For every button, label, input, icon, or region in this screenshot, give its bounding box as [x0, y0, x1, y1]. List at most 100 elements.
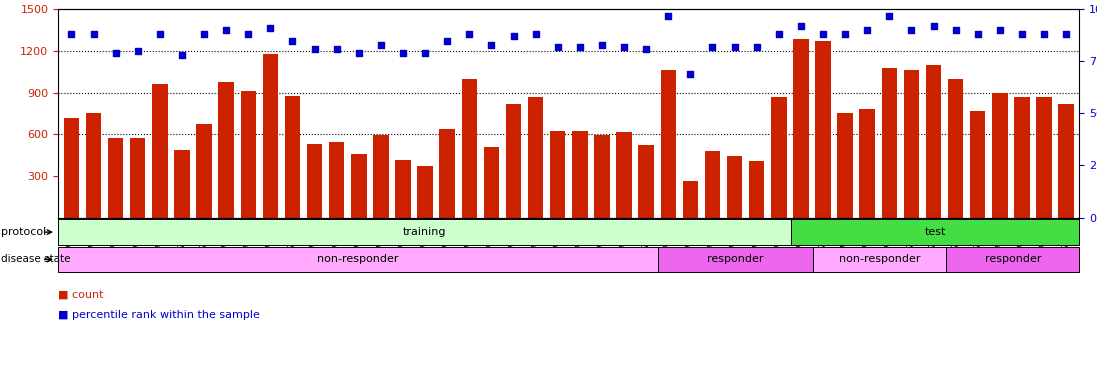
- Point: [483, 42, 500, 48]
- Point: [527, 32, 544, 38]
- Bar: [638, 146, 654, 218]
- Bar: [595, 135, 610, 218]
- Point: [925, 23, 942, 29]
- Bar: [262, 54, 279, 217]
- Point: [969, 32, 986, 38]
- Bar: [58, 219, 791, 245]
- Bar: [837, 113, 852, 218]
- Bar: [395, 160, 410, 218]
- Point: [572, 44, 589, 50]
- Point: [284, 38, 302, 44]
- Bar: [240, 91, 256, 218]
- Point: [1058, 32, 1075, 38]
- Point: [593, 42, 611, 48]
- Point: [659, 13, 677, 19]
- Point: [726, 44, 744, 50]
- Point: [748, 44, 766, 50]
- Bar: [1037, 97, 1052, 218]
- Point: [394, 50, 411, 56]
- Point: [991, 27, 1008, 33]
- Bar: [727, 156, 743, 218]
- Bar: [218, 82, 234, 218]
- Bar: [174, 150, 190, 217]
- Point: [637, 46, 655, 52]
- Point: [505, 33, 522, 39]
- Bar: [657, 247, 813, 272]
- Point: [461, 32, 478, 38]
- Bar: [440, 129, 455, 218]
- Point: [1014, 32, 1031, 38]
- Point: [836, 32, 853, 38]
- Bar: [992, 93, 1008, 218]
- Bar: [771, 97, 787, 218]
- Bar: [307, 144, 323, 218]
- Bar: [882, 68, 897, 218]
- Bar: [506, 104, 521, 218]
- Bar: [573, 132, 588, 218]
- Point: [129, 48, 147, 54]
- Text: responder: responder: [985, 255, 1041, 264]
- Bar: [86, 113, 101, 218]
- Bar: [749, 160, 765, 218]
- Bar: [484, 147, 499, 218]
- Bar: [129, 138, 146, 218]
- Bar: [329, 142, 344, 218]
- Bar: [373, 135, 388, 218]
- Point: [239, 32, 257, 38]
- Bar: [1059, 104, 1074, 218]
- Bar: [417, 166, 433, 218]
- Bar: [970, 111, 985, 218]
- Bar: [462, 79, 477, 218]
- Point: [173, 52, 191, 58]
- Point: [548, 44, 566, 50]
- Point: [217, 27, 235, 33]
- Bar: [926, 65, 941, 218]
- Bar: [660, 70, 676, 217]
- Point: [681, 71, 699, 77]
- Point: [306, 46, 324, 52]
- Bar: [947, 247, 1079, 272]
- Bar: [617, 132, 632, 218]
- Point: [151, 32, 169, 38]
- Bar: [152, 84, 168, 218]
- Bar: [815, 41, 830, 218]
- Point: [328, 46, 346, 52]
- Bar: [351, 154, 366, 218]
- Point: [703, 44, 721, 50]
- Bar: [58, 247, 657, 272]
- Point: [439, 38, 456, 44]
- Point: [814, 32, 832, 38]
- Point: [106, 50, 124, 56]
- Bar: [948, 79, 963, 218]
- Text: ■ percentile rank within the sample: ■ percentile rank within the sample: [58, 310, 260, 320]
- Bar: [528, 98, 543, 218]
- Point: [63, 32, 80, 38]
- Point: [350, 50, 367, 56]
- Point: [770, 32, 788, 38]
- Point: [615, 44, 633, 50]
- Bar: [791, 219, 1079, 245]
- Bar: [285, 96, 301, 218]
- Text: responder: responder: [708, 255, 764, 264]
- Text: protocol: protocol: [1, 227, 46, 237]
- Text: non-responder: non-responder: [317, 255, 398, 264]
- Bar: [1015, 98, 1030, 218]
- Text: non-responder: non-responder: [839, 255, 920, 264]
- Bar: [813, 247, 947, 272]
- Bar: [859, 109, 875, 217]
- Text: disease state: disease state: [1, 255, 70, 264]
- Point: [261, 25, 279, 31]
- Bar: [904, 70, 919, 217]
- Point: [859, 27, 877, 33]
- Bar: [793, 39, 808, 218]
- Bar: [64, 118, 79, 218]
- Point: [881, 13, 898, 19]
- Point: [903, 27, 920, 33]
- Point: [417, 50, 434, 56]
- Bar: [682, 181, 698, 218]
- Bar: [108, 138, 123, 218]
- Bar: [196, 124, 212, 218]
- Point: [84, 32, 102, 38]
- Point: [947, 27, 964, 33]
- Point: [195, 32, 213, 38]
